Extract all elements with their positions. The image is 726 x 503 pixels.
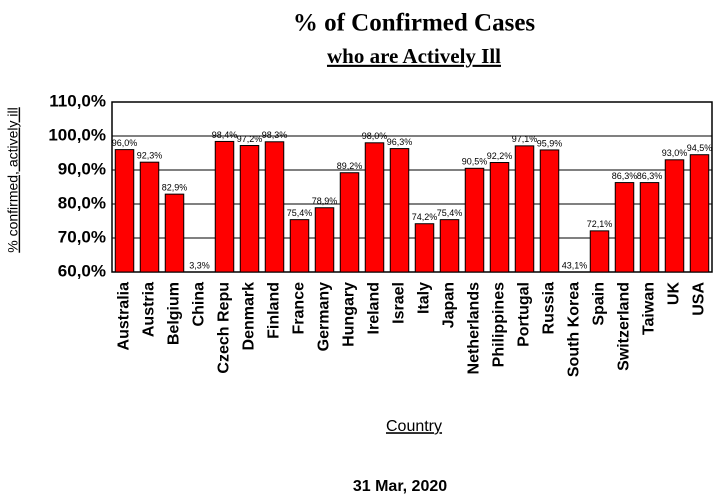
x-axis-title: Country [386,418,442,435]
bar [164,193,185,272]
value-label: 94,5% [687,143,713,153]
bar [464,167,485,272]
x-tick-label: Austria [141,282,158,337]
bar [589,230,610,272]
value-label: 98,0% [362,131,388,141]
value-label: 75,4% [437,208,463,218]
value-label: 96,0% [112,138,138,148]
value-label: 89,2% [337,161,363,171]
y-tick-label: 100,0% [48,125,106,144]
y-tick-label: 70,0% [58,227,106,246]
x-tick-label: Taiwan [641,282,658,335]
x-tick-label: Hungary [341,282,358,347]
value-label: 43,1% [562,260,588,270]
x-tick-label: Ireland [366,282,383,334]
value-label: 74,2% [412,212,438,222]
value-label: 97,2% [237,134,263,144]
bar [289,219,310,272]
bar [139,161,160,272]
value-label: 93,0% [662,148,688,158]
bar [364,142,385,272]
x-tick-label: USA [691,282,708,316]
value-label: 82,9% [162,183,188,193]
x-tick-label: Spain [591,282,608,326]
x-tick-label: South Korea [566,282,583,377]
chart-subtitle: who are Actively Ill [327,44,501,68]
bar [664,159,685,272]
bar [614,182,635,272]
value-label: 86,3% [637,171,663,181]
bar [414,223,435,272]
y-tick-label: 90,0% [58,159,106,178]
x-tick-label: Russia [541,282,558,335]
x-tick-label: Japan [441,282,458,328]
bar [489,162,510,272]
x-tick-label: Netherlands [466,282,483,375]
bar [689,154,710,272]
value-label: 86,3% [612,171,638,181]
bar [514,145,535,272]
y-tick-label: 80,0% [58,193,106,212]
value-label: 75,4% [287,208,313,218]
x-tick-label: Portugal [516,282,533,347]
value-label: 92,2% [487,151,513,161]
value-label: 90,5% [462,157,488,167]
bar [214,140,235,272]
value-label: 98,3% [262,130,288,140]
value-label: 92,3% [137,151,163,161]
y-tick-label: 60,0% [58,261,106,280]
value-label: 98,4% [212,130,238,140]
x-tick-label: Germany [316,282,333,351]
bar [114,149,135,272]
value-label: 96,3% [387,137,413,147]
bar [639,182,660,272]
bar [389,148,410,272]
bar [314,207,335,272]
x-tick-label: France [291,282,308,335]
value-label: 78,9% [312,196,338,206]
value-label: 95,9% [537,138,563,148]
x-tick-label: Australia [116,282,133,351]
y-axis-title: % confirmed, actively ill [5,107,21,253]
x-tick-label: Israel [391,282,408,324]
value-label: 72,1% [587,219,613,229]
bar [539,149,560,272]
x-tick-label: Philippines [491,282,508,367]
x-tick-label: China [191,282,208,327]
x-tick-label: Italy [416,282,433,314]
footer: 31 Mar, 2020 [353,478,447,495]
x-tick-label: Belgium [166,282,183,345]
y-tick-label: 110,0% [49,91,106,110]
x-tick-label: Finland [266,282,283,339]
bar [239,145,260,272]
x-tick-label: Denmark [241,282,258,351]
value-label: 97,1% [512,134,538,144]
bar [439,219,460,272]
value-label: 3,3% [189,260,210,270]
bar [339,172,360,272]
x-tick-label: UK [666,282,683,306]
bar [264,141,285,272]
x-tick-label: Switzerland [616,282,633,371]
chart-title: % of Confirmed Cases [293,10,536,37]
x-tick-label: Czech Repu [216,282,233,374]
